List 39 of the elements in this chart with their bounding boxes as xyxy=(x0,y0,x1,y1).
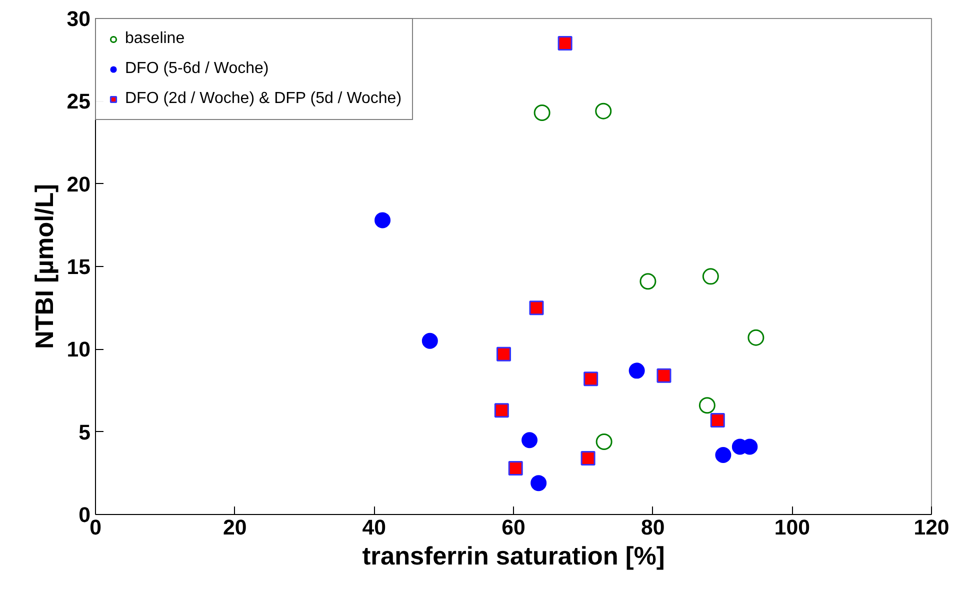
legend-label: baseline xyxy=(125,30,185,48)
y-tick-label: 20 xyxy=(66,172,91,196)
point xyxy=(496,346,511,362)
x-axis-title: transferrin saturation [%] xyxy=(362,542,665,570)
point xyxy=(584,372,598,386)
x-tick-label: 100 xyxy=(774,516,810,540)
legend-label: DFO (5-6d / Woche) xyxy=(125,60,269,78)
point xyxy=(628,362,645,379)
legend-label: DFO (2d / Woche) & DFP (5d / Woche) xyxy=(125,90,402,108)
y-tick-label: 15 xyxy=(66,255,91,279)
point xyxy=(558,36,572,51)
x-tick-label: 60 xyxy=(502,516,526,540)
y-tick-label: 10 xyxy=(66,338,91,362)
point xyxy=(656,368,672,383)
x-tick-label: 40 xyxy=(362,516,386,540)
point xyxy=(422,332,438,349)
point xyxy=(640,273,656,290)
point xyxy=(595,102,612,120)
y-tick-label: 5 xyxy=(78,420,91,444)
x-tick-label: 120 xyxy=(914,516,950,540)
y-tick-label: 30 xyxy=(66,7,91,31)
point xyxy=(702,268,719,285)
y-tick-label: 25 xyxy=(66,90,91,114)
point xyxy=(748,329,764,346)
point xyxy=(596,434,612,450)
point xyxy=(522,432,538,448)
point xyxy=(508,460,523,476)
point xyxy=(715,446,732,463)
point xyxy=(529,300,544,316)
point xyxy=(580,451,596,466)
point xyxy=(374,212,391,228)
x-tick-label: 20 xyxy=(222,516,247,540)
point xyxy=(494,403,509,418)
x-tick-label: 80 xyxy=(640,516,665,540)
y-axis-title: NTBI [µmol/L] xyxy=(30,184,59,350)
point xyxy=(534,104,550,121)
point xyxy=(710,413,725,428)
point xyxy=(698,397,716,414)
point xyxy=(530,475,547,492)
